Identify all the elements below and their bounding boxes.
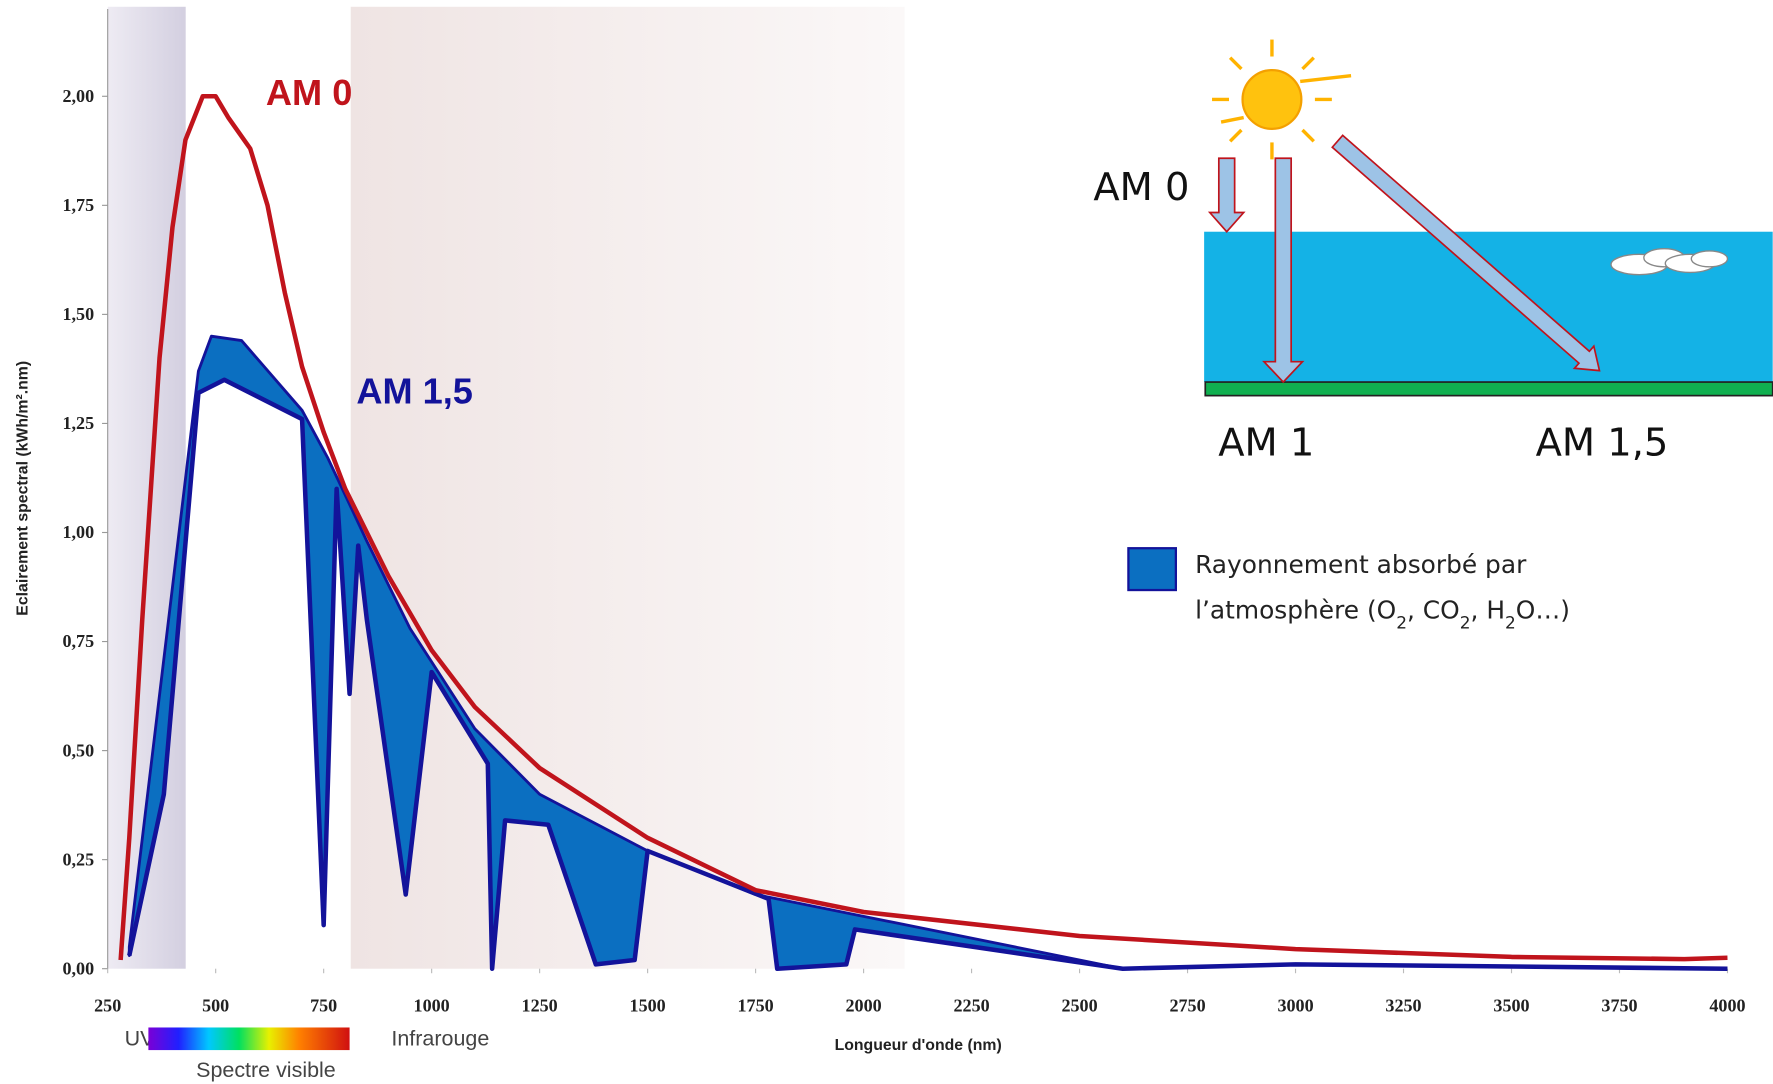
x-tick-label: 250 bbox=[94, 996, 121, 1016]
series-label: AM 1,5 bbox=[356, 371, 473, 412]
legend-text-part: , H bbox=[1471, 595, 1506, 624]
x-tick-label: 500 bbox=[202, 996, 229, 1016]
y-tick-label: 1,75 bbox=[62, 195, 94, 215]
y-tick-label: 2,00 bbox=[62, 86, 94, 106]
legend-text-part: O…) bbox=[1516, 595, 1570, 624]
y-tick-label: 0,50 bbox=[62, 740, 94, 760]
body: 0,00 0,25 0,50 0,75 1,00 1,25 1,50 1,75 2,00 250 5… bbox=[0, 0, 1773, 1084]
ir-label: Infrarouge bbox=[391, 1027, 489, 1051]
y-tick-label: 1,25 bbox=[62, 413, 94, 433]
legend-text-part: , CO bbox=[1407, 595, 1460, 624]
legend-text-part: l’atmosphère (O bbox=[1195, 595, 1396, 624]
series-label: AM 0 bbox=[266, 72, 352, 113]
sun bbox=[1243, 70, 1302, 129]
x-tick-label: 3000 bbox=[1277, 996, 1313, 1016]
ground bbox=[1205, 382, 1772, 396]
visible-spectrum bbox=[148, 1027, 349, 1050]
x-tick-label: 2000 bbox=[846, 996, 882, 1016]
y-tick-label: 0,00 bbox=[62, 958, 94, 978]
x-tick-label: 750 bbox=[310, 996, 337, 1016]
diagram: AM 0 AM 1 AM 1,5 bbox=[1093, 40, 1772, 466]
diagram-label: AM 1,5 bbox=[1536, 421, 1669, 466]
legend-text-part: 2 bbox=[1505, 612, 1516, 632]
legend-swatch bbox=[1128, 548, 1175, 590]
legend-text: Rayonnement absorbé par bbox=[1195, 550, 1527, 579]
x-tick-label: 4000 bbox=[1709, 996, 1745, 1016]
x-tick-label: 3500 bbox=[1493, 996, 1529, 1016]
x-tick-label: 2500 bbox=[1061, 996, 1097, 1016]
y-axis-title: Eclairement spectral (kWh/m².nm) bbox=[14, 361, 31, 616]
diagram-label: AM 0 bbox=[1093, 165, 1189, 210]
x-tick-label: 1500 bbox=[630, 996, 666, 1016]
visible-label: Spectre visible bbox=[196, 1058, 336, 1082]
legend-text-part: 2 bbox=[1460, 612, 1471, 632]
diagram-label: AM 1 bbox=[1218, 421, 1314, 466]
page: Spectre solaire AM 0 / AM 1,5 {"chart_da… bbox=[0, 0, 1773, 1084]
legend-text: l’atmosphère (O2, CO2, H2O…) bbox=[1195, 595, 1570, 632]
y-tick-label: 0,25 bbox=[62, 849, 94, 869]
legend-text-part: 2 bbox=[1396, 612, 1407, 632]
x-tick-label: 1750 bbox=[738, 996, 774, 1016]
x-tick-label: 3250 bbox=[1385, 996, 1421, 1016]
x-tick-label: 1000 bbox=[414, 996, 450, 1016]
x-tick-label: 2750 bbox=[1169, 996, 1205, 1016]
y-tick-label: 0,75 bbox=[62, 631, 94, 651]
x-tick-label: 2250 bbox=[953, 996, 989, 1016]
chart: 0,00 0,25 0,50 0,75 1,00 1,25 1,50 1,75 2,00 250 5… bbox=[0, 0, 1773, 1084]
x-tick-label: 3750 bbox=[1601, 996, 1637, 1016]
x-axis-title: Longueur d'onde (nm) bbox=[835, 1037, 1002, 1054]
x-tick-label: 1250 bbox=[522, 996, 558, 1016]
y-tick-label: 1,50 bbox=[62, 304, 94, 324]
legend-text-part: Rayonnement absorbé par bbox=[1195, 550, 1527, 579]
y-tick-label: 1,00 bbox=[62, 522, 94, 542]
